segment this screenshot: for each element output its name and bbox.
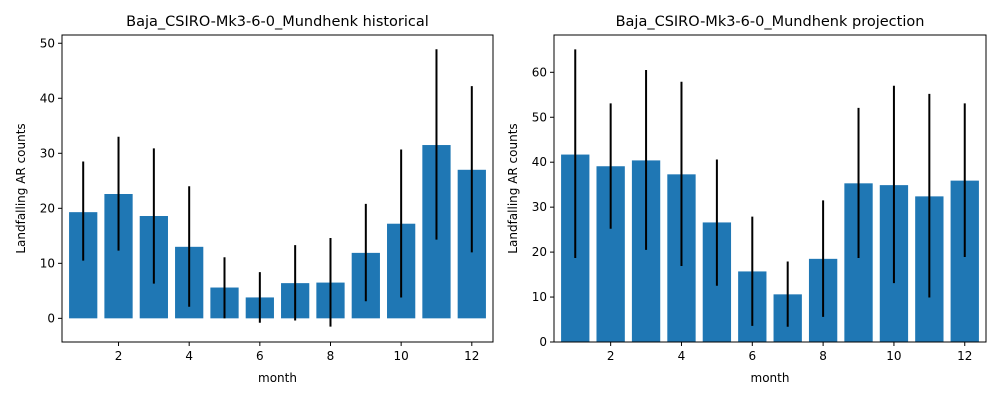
chart-title: Baja_CSIRO-Mk3-6-0_Mundhenk projection <box>616 14 925 30</box>
x-tick-label: 6 <box>748 349 756 363</box>
x-tick-label: 4 <box>185 349 193 363</box>
x-tick-label: 12 <box>957 349 972 363</box>
y-tick-label: 50 <box>40 36 55 50</box>
x-tick-label: 8 <box>819 349 827 363</box>
x-tick-label: 8 <box>327 349 335 363</box>
y-axis-label: Landfalling AR counts <box>506 123 520 253</box>
y-tick-label: 60 <box>532 65 547 79</box>
y-tick-label: 40 <box>532 155 547 169</box>
y-axis-label: Landfalling AR counts <box>14 123 28 253</box>
y-tick-label: 20 <box>532 245 547 259</box>
y-tick-label: 30 <box>532 200 547 214</box>
x-tick-label: 12 <box>464 349 479 363</box>
x-tick-label: 2 <box>115 349 123 363</box>
x-axis-label: month <box>751 371 790 385</box>
chart-panel-1: 2 4 6 8 10 12 0 10 20 30 40 50 Baja_CSIRO-Mk3-6-0_Mu… <box>14 14 494 385</box>
y-tick-label: 0 <box>539 335 547 349</box>
x-tick-label: 10 <box>886 349 901 363</box>
x-axis-label: month <box>258 371 297 385</box>
y-tick-label: 40 <box>40 91 55 105</box>
y-tick-label: 10 <box>532 290 547 304</box>
chart-panel-2: 2 4 6 8 10 12 0 10 20 30 40 50 60 Baja_CSIRO-Mk3-6-0_… <box>506 14 987 385</box>
axes-frame <box>61 34 494 343</box>
x-tick-label: 4 <box>678 349 686 363</box>
y-tick-label: 30 <box>40 146 55 160</box>
y-tick-label: 20 <box>40 201 55 215</box>
y-tick-label: 10 <box>40 256 55 270</box>
x-tick-label: 6 <box>256 349 264 363</box>
x-tick-label: 10 <box>394 349 409 363</box>
y-tick-label: 0 <box>47 311 55 325</box>
chart-title: Baja_CSIRO-Mk3-6-0_Mundhenk historical <box>126 14 429 30</box>
x-tick-label: 2 <box>607 349 615 363</box>
axes-frame <box>553 34 987 343</box>
y-tick-label: 50 <box>532 110 547 124</box>
